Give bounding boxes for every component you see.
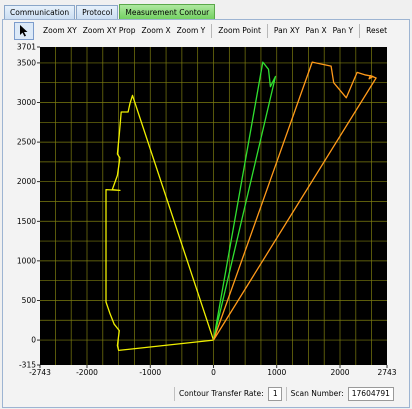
y-tick-label: 3500 — [17, 58, 36, 67]
zoom-x-button[interactable]: Zoom X — [141, 26, 171, 35]
grid-lines — [40, 47, 387, 365]
scan-number-value: 17604791 — [347, 387, 394, 401]
pan-y-button[interactable]: Pan Y — [332, 26, 354, 35]
x-tick-label: 2743 — [377, 368, 396, 377]
orange-contour-line — [212, 61, 377, 341]
x-tick-label: 0 — [211, 368, 216, 377]
zoom-y-button[interactable]: Zoom Y — [176, 26, 206, 35]
x-axis-ticks: -2743 -2000 -1000 0 1000 2000 2743 — [29, 365, 397, 377]
toolbar-separator — [266, 24, 268, 38]
contour-transfer-rate-value: 1 — [267, 387, 282, 401]
zoom-xy-prop-button[interactable]: Zoom XY Prop — [82, 26, 136, 35]
y-tick-label: 500 — [22, 296, 37, 305]
y-tick-label: 1000 — [17, 256, 36, 265]
tab-measurement-contour[interactable]: Measurement Contour — [119, 4, 216, 20]
x-tick-label: -2743 — [29, 368, 51, 377]
contour-chart[interactable]: -2743 -2000 -1000 0 1000 2000 2743 -315 0 500 100… — [2, 42, 408, 384]
yellow-contour-line — [105, 94, 215, 352]
y-tick-label: 3000 — [17, 98, 36, 107]
green-contour-line — [212, 61, 277, 341]
zoom-xy-button[interactable]: Zoom XY — [43, 26, 77, 35]
y-tick-label: 0 — [31, 336, 36, 345]
tab-communication[interactable]: Communication — [4, 5, 76, 20]
contour-transfer-rate-label: Contour Transfer Rate: — [174, 387, 268, 401]
y-tick-label: 2500 — [17, 138, 36, 147]
reset-button[interactable]: Reset — [366, 26, 388, 35]
x-tick-label: 1000 — [267, 368, 286, 377]
status-bar: Contour Transfer Rate: 1 Scan Number: 17… — [174, 386, 398, 402]
tab-bar: Communication Protocol Measurement Conto… — [4, 4, 216, 20]
toolbar-separator — [359, 24, 361, 38]
chart-toolbar: Zoom XY Zoom XY Prop Zoom X Zoom Y Zoom … — [14, 22, 390, 40]
y-axis-ticks: -315 0 500 1000 1500 2000 2500 3000 3500 3701 — [17, 43, 40, 370]
x-tick-label: -2000 — [76, 368, 98, 377]
y-tick-label: -315 — [19, 361, 36, 370]
x-tick-label: 2000 — [330, 368, 349, 377]
scan-number-label: Scan Number: — [285, 387, 348, 401]
pointer-arrow-icon[interactable] — [14, 22, 34, 40]
y-tick-label: 1500 — [17, 217, 36, 226]
zoom-point-button[interactable]: Zoom Point — [218, 26, 261, 35]
pan-xy-button[interactable]: Pan XY — [273, 26, 300, 35]
pan-x-button[interactable]: Pan X — [305, 26, 327, 35]
toolbar-separator — [211, 24, 213, 38]
y-tick-label: 3701 — [17, 43, 36, 52]
x-tick-label: -1000 — [139, 368, 161, 377]
y-tick-label: 2000 — [17, 177, 36, 186]
contour-series — [105, 61, 377, 352]
tab-protocol[interactable]: Protocol — [76, 5, 119, 20]
